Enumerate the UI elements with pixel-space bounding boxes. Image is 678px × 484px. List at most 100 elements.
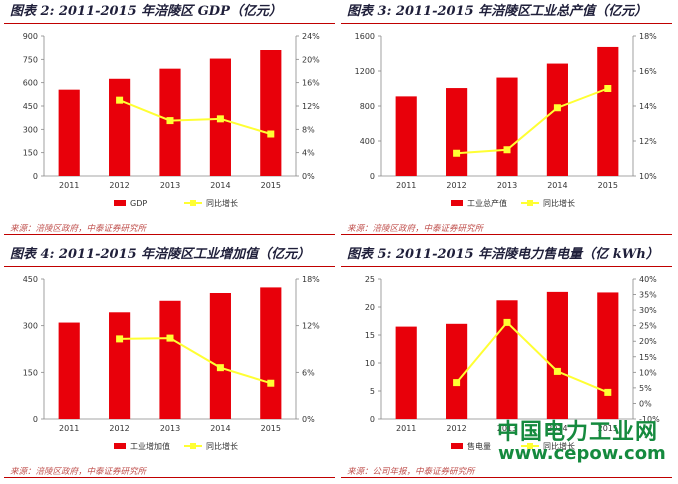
y2-tick-label: 10% — [639, 368, 657, 377]
x-tick-label: 2013 — [160, 424, 180, 433]
growth-point — [453, 379, 461, 387]
x-tick-label: 2014 — [547, 181, 567, 190]
x-tick-label: 2011 — [59, 181, 79, 190]
y2-tick-label: 18% — [302, 275, 320, 284]
legend-bar-label: 工业增加值 — [130, 441, 170, 451]
y-tick-label: 900 — [23, 32, 38, 41]
x-tick-label: 2012 — [109, 181, 129, 190]
y-tick-label: 400 — [360, 137, 375, 146]
growth-point — [604, 388, 612, 396]
watermark-url: www.cepow.com — [498, 443, 666, 464]
x-tick-label: 2014 — [547, 424, 567, 433]
y2-tick-label: 25% — [639, 322, 657, 331]
y2-tick-label: 8% — [302, 125, 315, 134]
legend-line-label: 同比增长 — [543, 198, 575, 208]
legend-bar-label: 售电量 — [467, 441, 491, 451]
bar — [496, 300, 518, 419]
x-tick-label: 2012 — [446, 181, 466, 190]
bar — [159, 300, 181, 419]
legend-line-marker — [190, 443, 196, 449]
x-tick-label: 2012 — [446, 424, 466, 433]
legend-line-marker — [527, 443, 533, 449]
y2-tick-label: 5% — [639, 384, 652, 393]
y2-tick-label: 15% — [639, 353, 657, 362]
x-tick-label: 2013 — [160, 181, 180, 190]
y2-tick-label: 20% — [639, 337, 657, 346]
y-tick-label: 450 — [23, 275, 38, 284]
chart-source: 来源：涪陵区政府，中泰证券研究所 — [347, 224, 484, 234]
growth-point — [267, 130, 275, 138]
growth-point — [604, 85, 612, 92]
growth-point — [553, 367, 561, 375]
y2-tick-label: 16% — [639, 67, 657, 76]
y-tick-label: 5 — [370, 387, 375, 396]
legend-bar-swatch — [451, 200, 463, 206]
y2-tick-label: 30% — [639, 306, 657, 315]
watermark-title: 中国电力工业网 — [497, 420, 659, 445]
chart-title: 图表 5: 2011-2015 年涪陵电力售电量（亿 kWh） — [341, 245, 672, 267]
legend-bar-swatch — [114, 200, 126, 206]
growth-point — [453, 149, 461, 157]
x-tick-label: 2013 — [497, 181, 517, 190]
growth-point — [116, 96, 124, 104]
y2-tick-label: 12% — [302, 322, 320, 331]
y2-tick-label: 16% — [302, 79, 320, 88]
x-tick-label: 2015 — [598, 181, 618, 190]
x-tick-label: 2013 — [497, 424, 517, 433]
y2-tick-label: 4% — [302, 149, 315, 158]
source-rule — [341, 234, 672, 235]
y-tick-label: 10 — [365, 359, 375, 368]
x-tick-label: 2011 — [59, 424, 79, 433]
chart-panel-industrial-output: 图表 3: 2011-2015 年涪陵区工业总产值（亿元） 0 400 800 120… — [341, 2, 672, 235]
growth-point — [166, 334, 174, 342]
y-tick-label: 150 — [23, 368, 38, 377]
chart-title: 图表 3: 2011-2015 年涪陵区工业总产值（亿元） — [341, 2, 672, 24]
chart-panel-electricity-sales: 图表 5: 2011-2015 年涪陵电力售电量（亿 kWh） 0 5 10 15 20… — [341, 245, 672, 478]
y-tick-label: 150 — [23, 149, 38, 158]
y2-tick-label: 0% — [302, 172, 315, 181]
x-tick-label: 2015 — [261, 424, 281, 433]
x-tick-label: 2011 — [396, 424, 416, 433]
y-tick-label: 1200 — [355, 67, 375, 76]
chart-svg: 0 400 800 1200 1600 10% 12% 14% 16% 18% 2011 2012 20… — [355, 32, 658, 208]
growth-line — [119, 337, 272, 385]
y2-tick-label: 0% — [302, 415, 315, 424]
y2-tick-label: -10% — [639, 415, 660, 424]
y-tick-label: 300 — [23, 322, 38, 331]
source-rule — [341, 477, 672, 478]
growth-point — [116, 335, 124, 343]
bar — [260, 50, 282, 176]
bar — [546, 291, 568, 419]
y2-tick-label: 12% — [639, 137, 657, 146]
y-tick-label: 600 — [23, 79, 38, 88]
bar — [496, 77, 518, 176]
legend-bar-swatch — [114, 443, 126, 449]
bar — [395, 96, 417, 176]
chart-title: 图表 2: 2011-2015 年涪陵区 GDP（亿元） — [4, 2, 335, 24]
x-tick-label: 2015 — [261, 181, 281, 190]
growth-line — [119, 99, 272, 135]
bar — [58, 89, 80, 176]
x-tick-label: 2011 — [396, 181, 416, 190]
bar — [446, 88, 468, 176]
bar — [395, 326, 417, 419]
bar — [109, 312, 131, 419]
x-tick-label: 2014 — [210, 181, 230, 190]
y2-tick-label: 40% — [639, 275, 657, 284]
y-tick-label: 0 — [33, 172, 38, 181]
bar — [260, 287, 282, 419]
legend-line-label: 同比增长 — [206, 441, 238, 451]
legend-line-label: 同比增长 — [206, 198, 238, 208]
bar — [546, 63, 568, 176]
bar — [209, 293, 231, 419]
y2-tick-label: 35% — [639, 291, 657, 300]
growth-point — [216, 115, 224, 123]
growth-point — [503, 146, 511, 154]
y-tick-label: 25 — [365, 275, 375, 284]
y-tick-label: 800 — [360, 102, 375, 111]
chart-panel-gdp: 图表 2: 2011-2015 年涪陵区 GDP（亿元） 0 150 300 450 6… — [4, 2, 335, 235]
chart-svg: 0 150 300 450 600 750 900 0% 4% 8% 12% 16% 20% 24% 201… — [23, 32, 320, 208]
y2-tick-label: 6% — [302, 368, 315, 377]
y2-tick-label: 0% — [639, 399, 652, 408]
bar — [109, 78, 131, 176]
